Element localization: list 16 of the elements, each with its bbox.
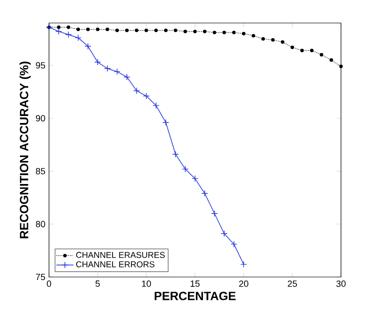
x-tick-label: 20 <box>239 280 248 287</box>
legend-label: CHANNEL ERASURES <box>76 252 165 258</box>
x-tick-label: 0 <box>46 280 52 287</box>
y-tick-label: 75 <box>36 274 46 280</box>
y-tick-label: 90 <box>36 115 46 122</box>
x-axis-title: PERCENTAGE <box>154 292 236 300</box>
x-tick-label: 15 <box>190 280 200 287</box>
x-tick-label: 5 <box>96 280 100 287</box>
y-tick-label: 95 <box>36 62 46 69</box>
legend-label: CHANNEL ERRORS <box>76 261 154 268</box>
x-tick-label: 10 <box>142 280 151 287</box>
x-tick-label: 30 <box>336 280 346 287</box>
y-tick-label: 85 <box>36 168 46 174</box>
y-tick-label: 80 <box>36 220 46 228</box>
y-axis-title: RECOGNITION ACCURACY (%) <box>20 62 31 238</box>
x-tick-label: 25 <box>288 280 297 287</box>
